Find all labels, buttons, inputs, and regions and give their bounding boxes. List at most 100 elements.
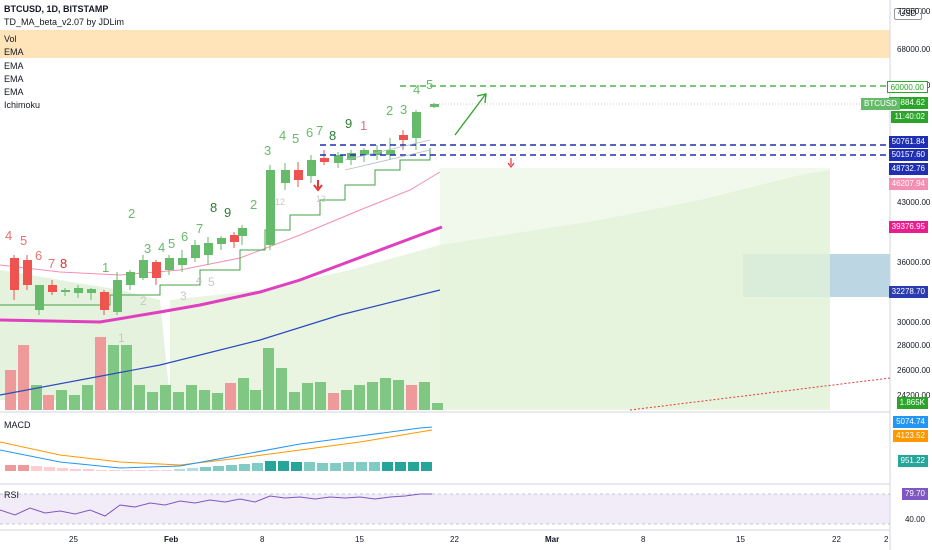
- macd-histogram-bar: [330, 463, 341, 471]
- price-tag: 48732.76: [888, 163, 928, 175]
- candle: [152, 262, 161, 278]
- td-count-label: 9: [224, 205, 231, 220]
- volume-bar: [43, 395, 54, 410]
- candle: [191, 245, 200, 258]
- overlay-label[interactable]: EMA: [4, 74, 24, 84]
- macd-line: [0, 426, 433, 469]
- macd-histogram-bar: [187, 468, 198, 471]
- volume-bar: [354, 385, 365, 410]
- volume-bar: [121, 345, 132, 410]
- candle: [126, 272, 135, 285]
- volume-bar: [82, 385, 93, 410]
- candle: [74, 288, 83, 293]
- price-tick: 68000.00: [897, 45, 931, 54]
- currency-button[interactable]: USD: [894, 8, 922, 20]
- macd-histogram-bar: [226, 465, 237, 471]
- volume-bar: [173, 392, 184, 410]
- rsi-value-tag: 79.70: [901, 488, 928, 500]
- volume-bar: [147, 392, 158, 410]
- volume-bar: [276, 368, 287, 410]
- volume-bar: [199, 390, 210, 410]
- candle: [412, 112, 421, 138]
- macd-histogram-bar: [5, 465, 16, 471]
- volume-bar: [160, 385, 171, 410]
- ema-line-magenta: [0, 225, 443, 324]
- td-count-label: 5: [168, 236, 175, 251]
- volume-bar: [225, 383, 236, 410]
- indicator-title[interactable]: TD_MA_beta_v2.07 by JDLim: [4, 17, 125, 27]
- macd-histogram-bar: [109, 470, 120, 471]
- orange-band: [0, 30, 890, 58]
- candle: [87, 289, 96, 293]
- volume-bar: [432, 403, 443, 410]
- volume-bar: [315, 382, 326, 410]
- macd-histogram-bar: [356, 462, 367, 471]
- candle: [294, 170, 303, 180]
- candle: [430, 104, 439, 107]
- price-tick: 43000.00: [897, 198, 931, 207]
- overlay-label[interactable]: EMA: [4, 87, 24, 97]
- td-count-label: 4: [158, 240, 165, 255]
- volume-bar: [134, 385, 145, 410]
- price-tag: 50157.60: [888, 149, 928, 161]
- price-tick: 24200.00: [897, 391, 931, 400]
- price-tag: 50761.84: [888, 136, 928, 148]
- overlay-label[interactable]: Ichimoku: [4, 100, 41, 110]
- macd-histogram-bar: [317, 463, 328, 471]
- volume-bar: [238, 378, 249, 410]
- macd-histogram-bar: [343, 462, 354, 471]
- price-tag: 39376.95: [888, 221, 928, 233]
- td-count-label: 3: [264, 143, 271, 158]
- candle: [399, 135, 408, 140]
- time-tick: Feb: [164, 535, 179, 544]
- macd-histogram-bar: [382, 462, 393, 471]
- time-tick: 22: [450, 535, 459, 544]
- macd-histogram-bar: [395, 462, 406, 471]
- volume-bar: [31, 385, 42, 410]
- macd-histogram-bar: [421, 462, 432, 471]
- macd-histogram-bar: [265, 461, 276, 471]
- candle: [204, 243, 213, 255]
- candle: [217, 238, 226, 244]
- volume-bar: [5, 370, 16, 410]
- overlay-label[interactable]: EMA: [4, 47, 24, 57]
- td-count-label: 4: [279, 128, 286, 143]
- macd-histogram-bar: [18, 465, 29, 471]
- symbol-title[interactable]: BTCUSD, 1D, BITSTAMP: [4, 4, 109, 14]
- macd-histogram-bar: [57, 468, 68, 471]
- overlay-label[interactable]: Vol: [4, 34, 17, 44]
- rsi-value-tag: 40.00: [904, 515, 925, 524]
- volume-bar: [18, 345, 29, 410]
- td-stop-line: [0, 148, 431, 306]
- macd-value-tag: 951.22: [897, 455, 928, 467]
- td-count-label: 2: [140, 294, 147, 308]
- td-count-label: 6: [181, 229, 188, 244]
- candle: [360, 150, 369, 155]
- td-count-label: 7: [196, 221, 203, 236]
- time-tick: 8: [260, 535, 265, 544]
- macd-histogram-bar: [135, 470, 146, 471]
- td-count-label: 5: [20, 233, 27, 248]
- price-tag: 11:40:02: [891, 111, 928, 123]
- volume-bar: [380, 378, 391, 410]
- macd-histogram-bar: [96, 470, 107, 471]
- rsi-line: [0, 493, 432, 517]
- price-tick: 26000.00: [897, 366, 931, 375]
- td-count-label: 3: [400, 102, 407, 117]
- candle: [281, 170, 290, 183]
- time-tick: 2: [884, 535, 889, 544]
- candle: [320, 158, 329, 162]
- time-tick: 8: [641, 535, 646, 544]
- macd-histogram-bar: [31, 466, 42, 471]
- td-count-label: 7: [316, 123, 323, 138]
- ema-line-blue: [0, 289, 441, 396]
- td-count-label: 8: [60, 256, 67, 271]
- macd-histogram-bar: [122, 470, 133, 471]
- td-count-label: 5: [426, 77, 433, 92]
- volume-bar: [69, 395, 80, 410]
- volume-bar: [212, 393, 223, 410]
- overlay-label[interactable]: EMA: [4, 61, 24, 71]
- volume-bar: [341, 390, 352, 410]
